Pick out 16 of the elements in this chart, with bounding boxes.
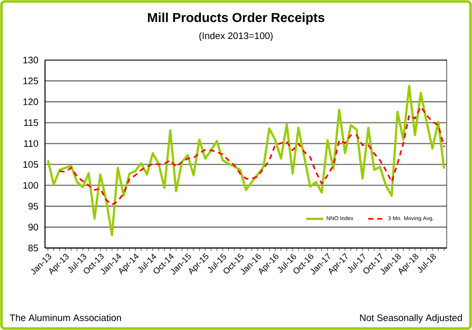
- y-tick-label: 85: [28, 244, 38, 252]
- line-series: [46, 84, 446, 236]
- y-tick-label: 105: [23, 161, 38, 168]
- chart-title: Mill Products Order Receipts: [148, 12, 324, 25]
- y-tick-label: 125: [23, 78, 38, 84]
- y-tick-label: 130: [23, 56, 38, 64]
- y-tick-label: 95: [28, 202, 38, 210]
- y-tick-label: 100: [23, 182, 38, 189]
- line-series: [58, 106, 445, 206]
- y-tick-label: 115: [24, 119, 38, 126]
- chart-subtitle: (Index 2013=100): [199, 32, 273, 41]
- text: The Aluminum Association: [10, 314, 121, 322]
- y-tick-label: 110: [24, 140, 38, 147]
- y-tick-label: 90: [28, 224, 38, 230]
- y-tick-label: 120: [23, 98, 38, 106]
- text: Not Seasonally Adjusted: [360, 314, 462, 323]
